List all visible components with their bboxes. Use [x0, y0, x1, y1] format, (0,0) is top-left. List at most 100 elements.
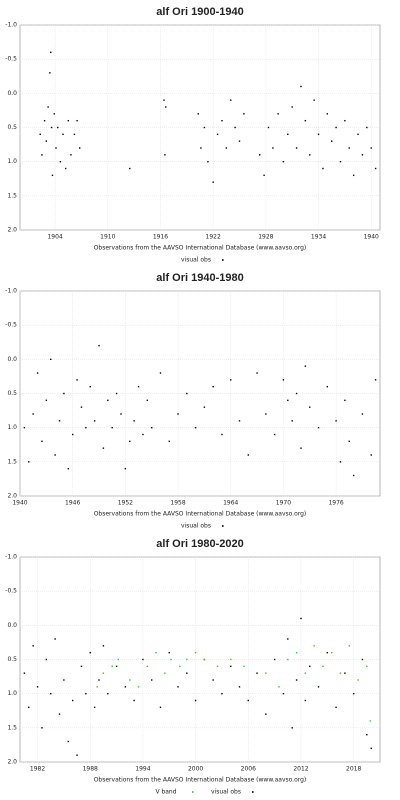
data-point — [142, 658, 144, 661]
data-point — [28, 706, 30, 709]
data-point — [107, 399, 109, 402]
data-point — [221, 433, 223, 436]
legend-label: visual obs — [181, 523, 211, 530]
x-tick-label: 1940 — [12, 500, 27, 507]
data-point — [186, 672, 188, 674]
data-point — [168, 440, 170, 443]
y-tick-label: 0.5 — [7, 656, 17, 663]
data-point — [164, 154, 166, 156]
data-point — [238, 686, 241, 688]
data-point — [216, 133, 219, 136]
data-point — [51, 174, 54, 177]
x-tick-label: 1904 — [47, 234, 62, 241]
data-point — [317, 426, 320, 429]
data-point — [352, 174, 355, 177]
y-tick-label: 1.0 — [7, 158, 17, 165]
data-point — [50, 358, 52, 361]
data-point — [23, 426, 26, 429]
data-point — [322, 167, 324, 170]
data-point — [370, 747, 372, 750]
data-point — [67, 740, 69, 743]
x-tick-label: 1958 — [170, 500, 185, 507]
legend-label: V band — [155, 789, 176, 796]
data-point — [194, 651, 197, 654]
data-point — [85, 426, 87, 429]
data-point — [263, 174, 265, 177]
data-point — [54, 638, 56, 640]
caption: Observations from the AAVSO Internationa… — [94, 777, 307, 784]
data-point — [151, 679, 153, 681]
data-point — [291, 106, 293, 108]
y-tick-label: -1.0 — [5, 288, 17, 295]
data-point — [238, 140, 241, 142]
data-point — [344, 119, 346, 122]
y-tick-label: 1.5 — [7, 724, 17, 731]
data-point — [41, 154, 43, 156]
data-point — [374, 167, 377, 170]
data-point — [366, 126, 368, 129]
data-point — [291, 420, 293, 422]
chart-title: alf Ori 1980-2020 — [156, 538, 243, 550]
data-point — [50, 126, 53, 129]
y-tick-label: 0.5 — [7, 124, 17, 131]
data-point — [50, 51, 52, 54]
data-point — [313, 99, 315, 101]
y-tick-label: 1.5 — [7, 458, 17, 465]
data-point — [273, 433, 276, 436]
data-point — [267, 126, 270, 129]
x-tick-label: 1934 — [311, 234, 326, 241]
data-point — [73, 133, 76, 136]
y-tick-label: -0.5 — [5, 588, 17, 595]
data-point — [36, 372, 39, 374]
data-point — [146, 399, 149, 402]
data-point — [111, 426, 113, 429]
data-point — [129, 679, 131, 681]
data-point — [58, 713, 61, 715]
data-point — [352, 474, 355, 477]
data-point — [326, 385, 329, 388]
x-tick-label: 2012 — [293, 766, 308, 773]
x-tick-label: 2006 — [241, 766, 256, 773]
data-point — [80, 406, 83, 408]
data-point — [115, 392, 118, 395]
data-point — [142, 433, 144, 436]
data-point — [62, 133, 64, 136]
data-point — [295, 392, 298, 395]
data-point — [287, 399, 289, 402]
data-point — [335, 420, 337, 422]
legend-marker — [222, 259, 224, 261]
data-point — [369, 720, 372, 722]
data-point — [133, 699, 135, 702]
data-point — [309, 665, 311, 668]
x-tick-label: 1940 — [364, 234, 379, 241]
data-point — [282, 160, 285, 163]
data-point — [335, 706, 337, 709]
y-tick-label: 1.5 — [7, 192, 17, 199]
data-point — [361, 154, 364, 156]
data-point — [277, 113, 279, 115]
data-point — [272, 147, 274, 149]
data-point — [357, 133, 359, 136]
data-point — [203, 406, 206, 408]
data-point — [300, 617, 302, 620]
data-point — [163, 99, 165, 101]
data-point — [102, 447, 105, 449]
data-point — [36, 686, 39, 688]
data-point — [256, 372, 258, 374]
data-point — [63, 679, 65, 681]
data-point — [247, 699, 249, 702]
data-point — [322, 665, 324, 668]
data-point — [366, 733, 368, 736]
data-point — [54, 454, 56, 456]
data-point — [45, 658, 48, 661]
data-point — [287, 133, 289, 136]
data-point — [47, 106, 49, 108]
data-point — [348, 440, 350, 443]
x-tick-label: 1982 — [30, 766, 45, 773]
data-point — [93, 706, 96, 709]
data-point — [93, 420, 96, 422]
data-point — [230, 658, 232, 661]
data-point — [71, 433, 74, 436]
data-point — [221, 692, 223, 695]
caption: Observations from the AAVSO Internationa… — [94, 245, 307, 252]
